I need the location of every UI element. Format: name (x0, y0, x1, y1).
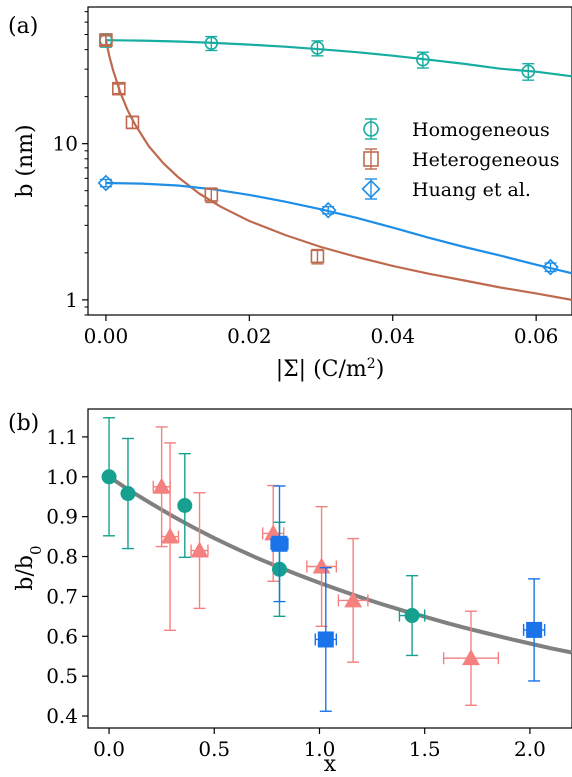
data-point-homogeneous (310, 41, 325, 55)
panel-b: (b) 0.0 0.5 1.0 1.5 2.0 0.4 0.5 0.6 0.7 0.8 0.9 1.0… (8, 408, 572, 777)
data-point-heterogeneous (125, 115, 140, 130)
panel-b-frame (87, 408, 572, 729)
y-tick-label: 0.4 (46, 704, 78, 728)
panel-a: (a) 0.00 0.02 0.04 0.06 1 10 b (nm) |Σ| (C/m2… (8, 6, 572, 382)
data-point-salmon_points (152, 477, 171, 494)
legend-label-heterogeneous: Heterogeneous (412, 149, 560, 171)
panel-a-label: (a) (8, 14, 38, 39)
data-point-blue_points (317, 631, 334, 648)
data-point-heterogeneous (112, 81, 126, 96)
x-tick-label: 0.0 (93, 737, 125, 761)
data-point-teal_points (101, 469, 117, 485)
panel-a-frame (87, 6, 572, 316)
panel-a-xlabel: |Σ| (C/m2) (276, 356, 385, 382)
y-tick-label: 1.0 (46, 465, 78, 489)
data-point-salmon_points (190, 541, 209, 558)
x-tick-label: 0.04 (370, 324, 415, 348)
panel-b-label: (b) (8, 411, 39, 436)
y-tick-label: 1 (65, 288, 78, 312)
data-point-huang (319, 201, 337, 219)
x-tick-label: 1.0 (304, 737, 336, 761)
y-tick-label: 1.1 (46, 425, 78, 449)
x-tick-label: 2.0 (514, 737, 546, 761)
x-tick-label: 1.5 (409, 737, 441, 761)
data-point-blue_points (526, 621, 543, 638)
error-bar (112, 83, 125, 95)
legend-marker-heterogeneous (363, 151, 379, 167)
data-point-heterogeneous (310, 249, 325, 264)
y-tick-label: 0.8 (46, 545, 78, 569)
legend-marker-huang (361, 179, 381, 199)
x-tick-label: 0.06 (514, 324, 559, 348)
data-point-heterogeneous (99, 33, 113, 47)
panel-a-ylabel: b (nm) (13, 124, 38, 197)
panel-b-xlabel: x (324, 752, 337, 777)
legend-error-bar (365, 178, 377, 200)
data-point-heterogeneous (204, 188, 219, 202)
data-point-homogeneous (204, 36, 219, 50)
legend-label-huang: Huang et al. (412, 179, 531, 201)
y-tick-label: 0.5 (46, 664, 78, 688)
data-point-salmon_points (312, 557, 331, 574)
fit-line-huang (105, 181, 572, 275)
data-point-homogeneous (521, 64, 536, 79)
data-point-teal_points (177, 497, 193, 513)
data-point-teal_points (404, 608, 420, 624)
fit-line (107, 475, 572, 655)
data-point-salmon_points (462, 649, 480, 666)
y-tick-label: 0.7 (46, 584, 78, 608)
panel-a-legend: Homogeneous Heterogeneous Huang et al. (361, 118, 560, 201)
data-point-salmon_points (161, 527, 179, 544)
data-point-salmon_points (344, 591, 363, 608)
data-point-huang (542, 258, 559, 276)
y-tick-label: 0.9 (46, 505, 78, 529)
data-point-huang (97, 174, 115, 192)
data-point-homogeneous (416, 52, 430, 67)
data-point-teal_points (120, 486, 136, 502)
y-tick-label: 0.6 (46, 624, 78, 648)
data-point-blue_points (271, 535, 288, 552)
fit-line-homogeneous (105, 39, 572, 78)
legend-marker-homogeneous (363, 121, 379, 137)
y-tick-label: 10 (53, 132, 78, 156)
legend-label-homogeneous: Homogeneous (412, 119, 550, 141)
x-tick-label: 0.00 (84, 324, 129, 348)
x-tick-label: 0.02 (227, 324, 272, 348)
fit-line-heterogeneous (104, 39, 572, 301)
panel-b-ylabel: b/b0 (13, 545, 45, 590)
error-bar (99, 35, 112, 46)
x-tick-label: 0.5 (198, 737, 230, 761)
